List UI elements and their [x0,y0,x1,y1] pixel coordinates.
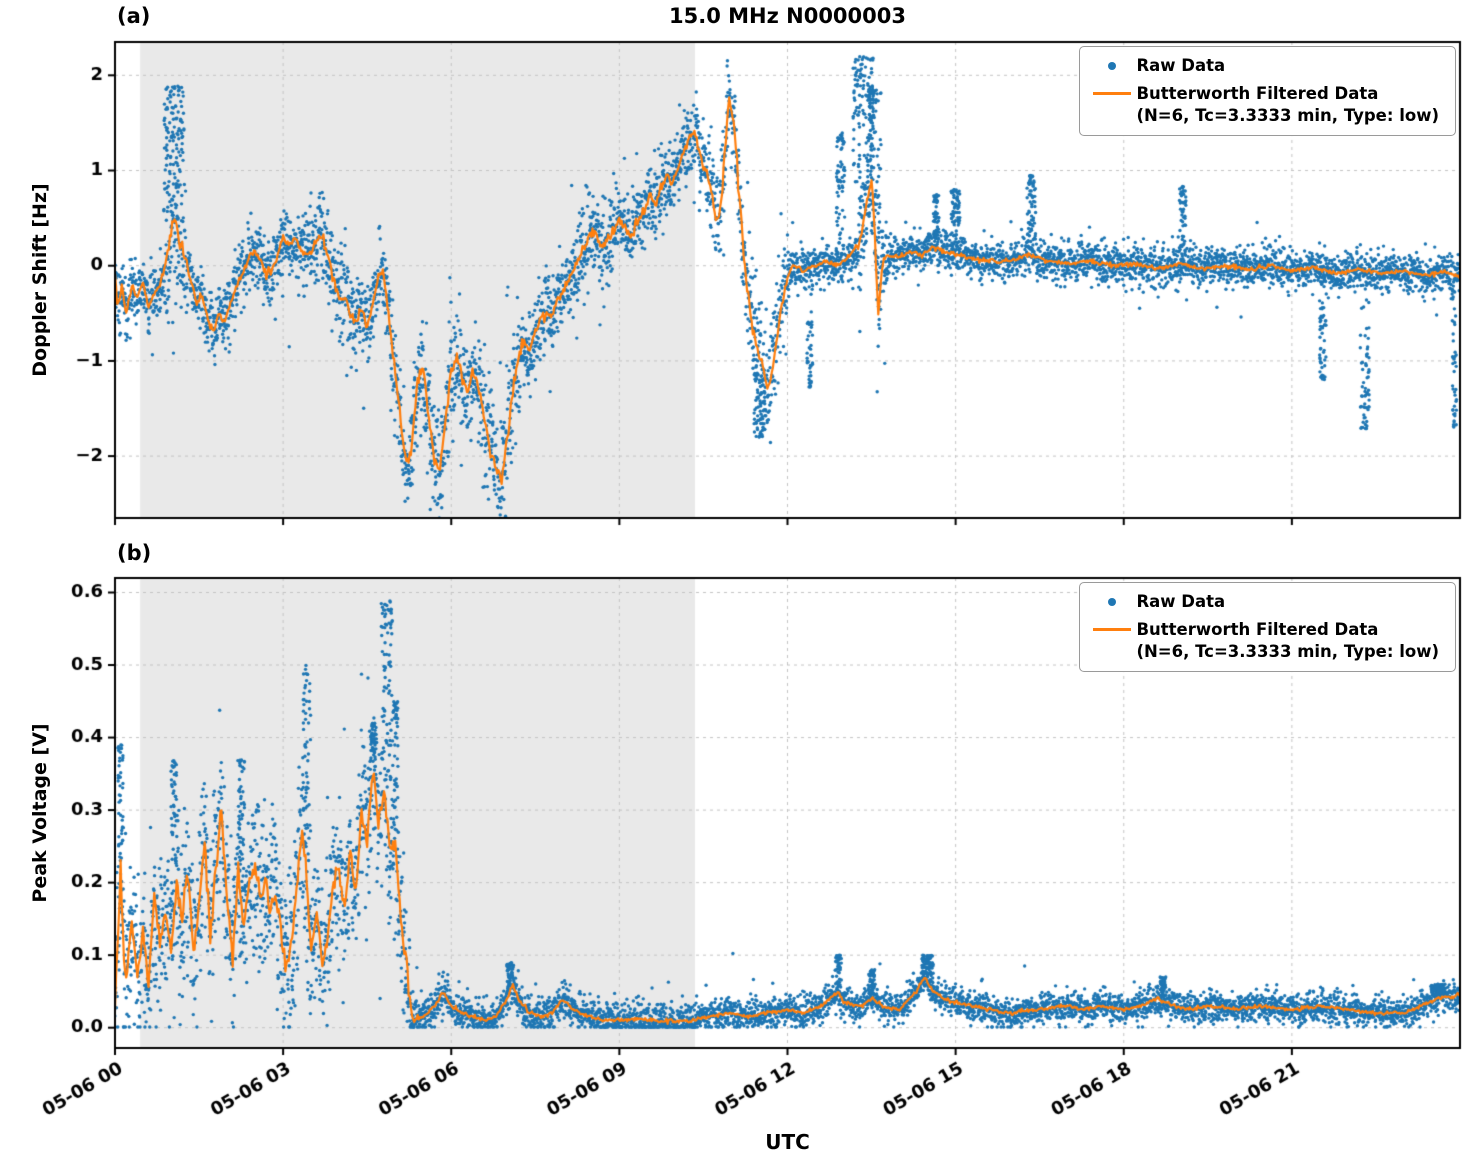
legend-marker-cell [1088,83,1136,104]
legend-panel-b: Raw Data Butterworth Filtered Data (N=6,… [1079,582,1456,673]
legend-filtered-sublabel: (N=6, Tc=3.3333 min, Type: low) [1136,641,1439,661]
legend-raw-label: Raw Data [1136,592,1226,611]
legend-filtered-labels: Butterworth Filtered Data (N=6, Tc=3.333… [1136,83,1439,126]
legend-marker-cell [1088,55,1136,76]
legend-raw-label: Raw Data [1136,56,1226,75]
legend-item-filtered: Butterworth Filtered Data (N=6, Tc=3.333… [1088,619,1439,662]
raw-data-marker-icon [1108,597,1117,606]
y-axis-label-voltage: Peak Voltage [V] [29,723,51,903]
panel-b-label: (b) [117,541,152,565]
chart-title: 15.0 MHz N0000003 [669,4,906,28]
filtered-line-marker-icon [1093,628,1132,632]
legend-marker-cell [1088,619,1136,640]
x-axis-label: UTC [765,1130,810,1154]
y-axis-label-doppler: Doppler Shift [Hz] [29,183,51,377]
legend-panel-a: Raw Data Butterworth Filtered Data (N=6,… [1079,46,1456,137]
legend-item-filtered: Butterworth Filtered Data (N=6, Tc=3.333… [1088,83,1439,126]
legend-item-raw: Raw Data [1088,591,1439,612]
legend-item-raw: Raw Data [1088,55,1439,76]
panel-a-label: (a) [117,4,151,28]
raw-data-marker-icon [1108,61,1117,70]
filtered-line-marker-icon [1093,92,1132,96]
legend-marker-cell [1088,591,1136,612]
legend-filtered-labels: Butterworth Filtered Data (N=6, Tc=3.333… [1136,619,1439,662]
legend-filtered-label: Butterworth Filtered Data [1136,84,1379,104]
legend-filtered-sublabel: (N=6, Tc=3.3333 min, Type: low) [1136,105,1439,125]
legend-filtered-label: Butterworth Filtered Data [1136,620,1379,640]
